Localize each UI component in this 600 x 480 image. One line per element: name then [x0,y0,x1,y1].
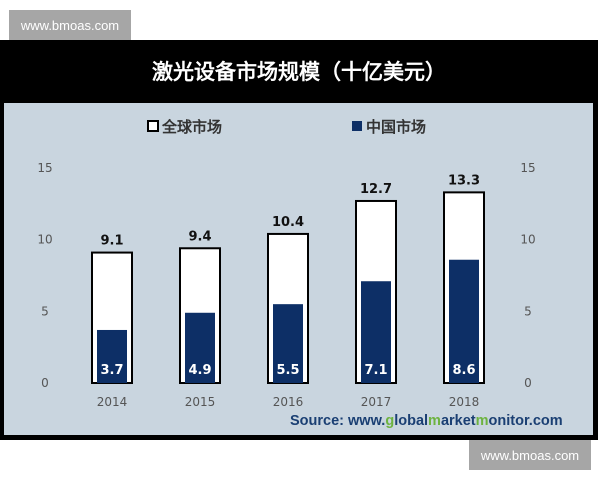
source-part: g [385,413,395,429]
data-label-china: 8.6 [452,363,475,378]
x-tick-label: 2014 [97,395,128,409]
x-tick-label: 2016 [273,395,304,409]
bar-china [273,304,303,383]
source-text[interactable]: Source: www.globalmarketmonitor.com [290,413,563,429]
bar-china [361,281,391,383]
source-part: lobal [394,413,429,429]
legend-label-1: 中国市场 [366,118,426,136]
source-part: m [475,413,489,429]
x-tick-label: 2017 [361,395,392,409]
data-label-global: 9.4 [188,229,211,244]
watermark-bottom: www.bmoas.com [469,440,591,470]
y-tick-left: 10 [37,233,52,247]
data-label-global: 10.4 [272,215,304,230]
data-label-china: 3.7 [100,363,123,378]
y-tick-right: 10 [520,233,535,247]
source-prefix: Source: www. [290,413,386,429]
x-tick-label: 2015 [185,395,216,409]
data-label-global: 13.3 [448,173,480,188]
data-label-global: 9.1 [100,234,123,249]
bar-china [449,259,479,383]
source-part: onitor.com [488,413,563,429]
chart-title: 激光设备市场规模（十亿美元） [152,60,446,84]
legend-label-0: 全球市场 [161,118,222,136]
bar-china [97,329,127,383]
legend-swatch-0 [147,120,159,132]
data-label-china: 5.5 [276,363,299,378]
legend-swatch-1 [352,121,362,131]
y-tick-right: 15 [520,161,535,175]
y-tick-left: 5 [41,304,49,318]
x-tick-label: 2018 [449,395,480,409]
watermark-top: www.bmoas.com [9,10,131,40]
source-part: arket [440,413,476,429]
data-label-china: 4.9 [188,363,211,378]
y-tick-left: 0 [41,376,49,390]
y-tick-right: 5 [524,304,532,318]
bar-china [185,312,215,383]
data-label-global: 12.7 [360,182,392,197]
data-label-china: 7.1 [364,363,387,378]
y-tick-right: 0 [524,376,532,390]
y-tick-left: 15 [37,161,52,175]
source-part: m [428,413,441,429]
